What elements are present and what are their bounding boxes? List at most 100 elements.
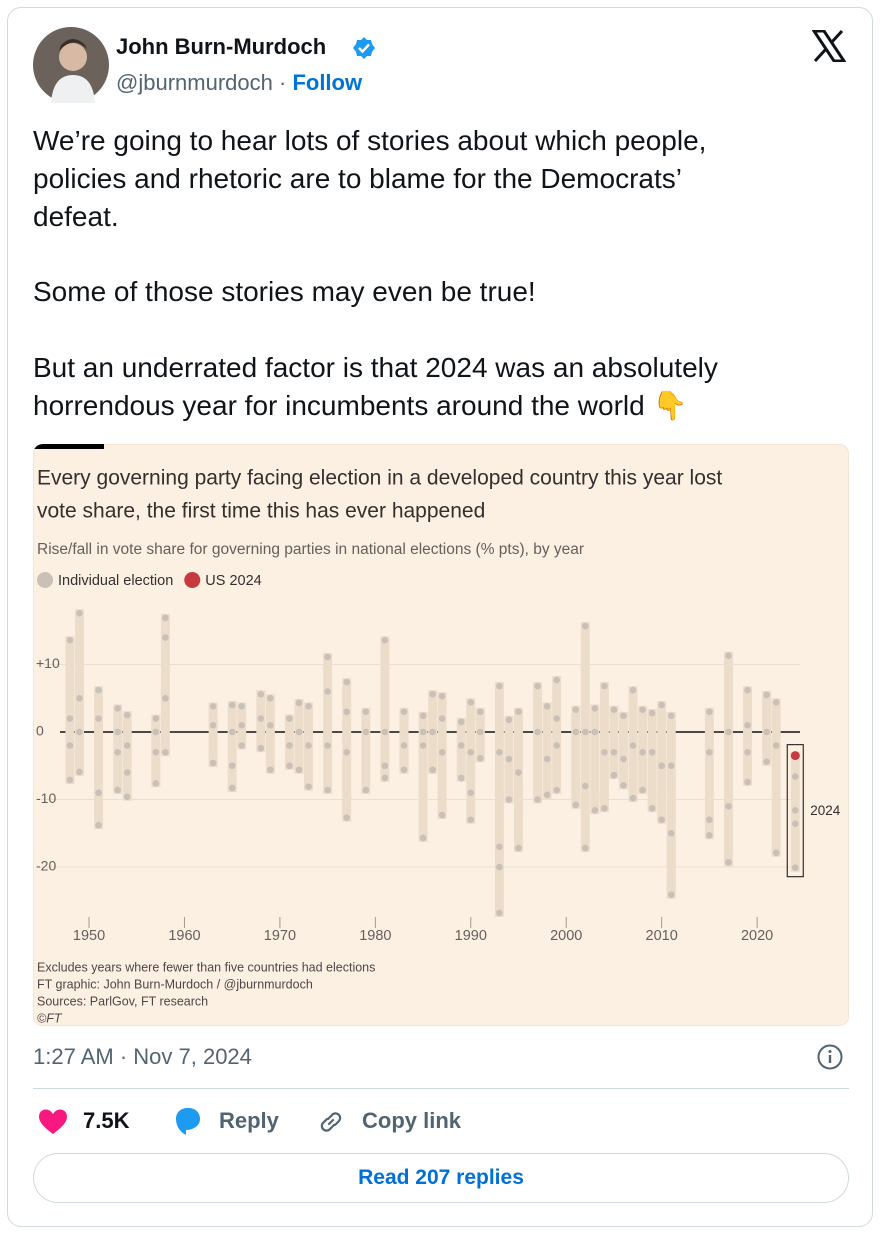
election-dot (152, 780, 160, 787)
election-dot (648, 709, 656, 717)
election-dot (400, 742, 408, 749)
election-dot (763, 758, 770, 765)
reply-icon[interactable] (172, 1106, 204, 1136)
range-bar (65, 636, 75, 784)
follow-button[interactable]: Follow (292, 70, 363, 95)
election-dot (152, 728, 160, 736)
range-bar (542, 702, 552, 799)
text-line: Some of those stories may even be true! (33, 276, 536, 308)
election-dot (457, 718, 465, 726)
election-dot (257, 690, 265, 698)
divider (33, 1088, 849, 1089)
election-dot (95, 715, 102, 722)
election-dot (572, 728, 580, 736)
range-bar (618, 711, 628, 790)
avatar[interactable] (33, 27, 109, 103)
separator: · (278, 70, 287, 95)
chart[interactable]: Every governing party facing election in… (33, 444, 849, 1026)
chart-title: vote share, the first time this has ever… (37, 500, 485, 523)
range-bar (361, 707, 371, 795)
election-dot (238, 742, 246, 749)
y-tick-label: -20 (36, 858, 56, 874)
handle[interactable]: @jburnmurdoch (116, 70, 273, 95)
election-dot (295, 728, 303, 736)
range-bar (437, 692, 447, 820)
election-dot (620, 712, 627, 720)
timestamp[interactable]: 1:27 AM · Nov 7, 2024 (33, 1044, 252, 1069)
election-dot (362, 728, 370, 736)
legend-label: US 2024 (205, 573, 261, 589)
election-dot (582, 622, 589, 630)
range-bar (771, 698, 781, 857)
election-dot (66, 715, 74, 722)
range-bar (666, 711, 676, 899)
election-dot (725, 652, 732, 660)
election-dot (534, 682, 541, 690)
election-dot (790, 751, 800, 761)
election-dot (286, 742, 293, 749)
range-bar (265, 694, 275, 774)
election-dot (658, 701, 665, 709)
range-bar (418, 711, 428, 842)
author-name[interactable]: John Burn-Murdoch (116, 34, 327, 59)
election-dot (582, 844, 589, 852)
chart-note: FT graphic: John Burn-Murdoch / @jburnmu… (37, 977, 313, 991)
link-icon[interactable] (316, 1107, 346, 1137)
copy-link-button[interactable]: Copy link (362, 1108, 462, 1133)
handle-row: @jburnmurdoch · Follow (116, 70, 362, 96)
election-dot (706, 831, 713, 839)
election-dot (324, 742, 331, 749)
verified-badge (353, 37, 375, 59)
election-dot (343, 814, 351, 822)
x-logo[interactable] (812, 30, 846, 62)
like-count[interactable]: 7.5K (83, 1108, 130, 1133)
election-dot (763, 728, 770, 736)
range-bar (323, 653, 333, 795)
x-tick-label: 1990 (455, 928, 487, 944)
election-dot (658, 762, 665, 770)
range-bar (514, 707, 524, 853)
election-dot (419, 712, 427, 720)
election-dot (76, 694, 83, 702)
election-dot (381, 728, 389, 736)
election-dot (496, 909, 503, 917)
election-dot (267, 766, 274, 774)
election-dot (400, 708, 408, 716)
range-bar (723, 651, 733, 867)
card-border (7, 7, 873, 1227)
election-dot (438, 811, 446, 819)
range-bar (571, 705, 581, 809)
election-dot (467, 748, 475, 756)
election-dot (286, 715, 293, 722)
y-tick-label: +10 (36, 655, 60, 671)
election-dot (209, 759, 217, 767)
election-dot (648, 804, 656, 812)
election-dot (667, 891, 675, 898)
election-dot (209, 703, 217, 710)
read-replies-button[interactable]: Read 207 replies (33, 1153, 849, 1203)
election-dot (582, 782, 589, 790)
election-dot (496, 863, 503, 871)
election-dot (667, 829, 675, 837)
election-dot (791, 820, 799, 828)
heart-icon[interactable] (38, 1108, 68, 1136)
reply-button[interactable]: Reply (219, 1108, 279, 1133)
election-dot (477, 728, 484, 736)
range-bar (380, 636, 390, 782)
election-dot (620, 782, 627, 789)
election-dot (582, 728, 589, 736)
range-bar (466, 698, 476, 824)
info-icon[interactable] (816, 1043, 844, 1071)
election-dot (123, 769, 131, 776)
election-dot (114, 728, 121, 736)
election-dot (601, 748, 608, 756)
legend-swatch (37, 572, 53, 588)
legend-label: Individual election (58, 573, 173, 589)
range-bar (599, 682, 609, 813)
election-dot (543, 755, 551, 763)
election-dot (639, 748, 646, 756)
election-dot (772, 742, 780, 749)
election-dot (457, 774, 465, 782)
election-dot (591, 807, 599, 814)
election-dot (601, 682, 608, 690)
